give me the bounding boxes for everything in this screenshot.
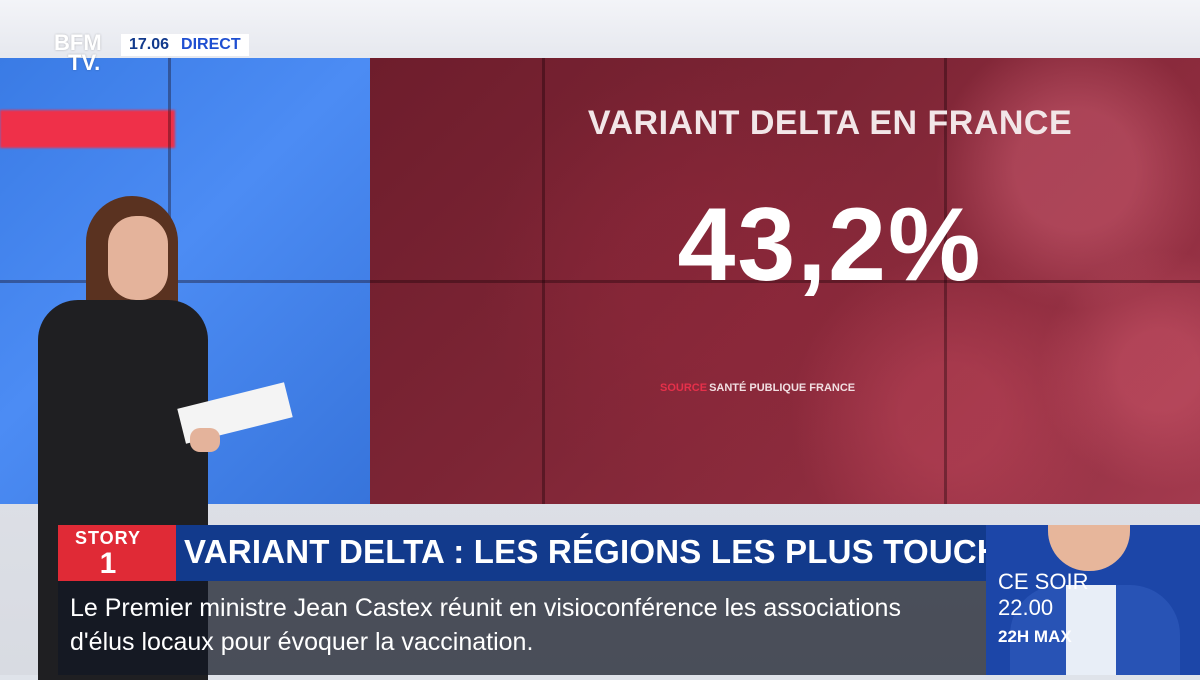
panel-seam xyxy=(542,58,545,504)
live-label: DIRECT xyxy=(177,34,249,56)
video-wall-main-screen: VARIANT DELTA EN FRANCE 43,2% SOURCE SANT… xyxy=(370,58,1200,504)
decorative-red-bar xyxy=(0,110,175,148)
screen-source: SOURCE SANTÉ PUBLIQUE FRANCE xyxy=(660,382,855,394)
video-wall: VARIANT DELTA EN FRANCE 43,2% SOURCE SANT… xyxy=(0,58,1200,504)
clock-bar: 17.06 DIRECT xyxy=(121,34,249,56)
story-number: 1 xyxy=(99,547,117,580)
source-value: SANTÉ PUBLIQUE FRANCE xyxy=(709,382,856,394)
headline-bar: VARIANT DELTA : LES RÉGIONS LES PLUS TOU… xyxy=(176,525,1067,581)
panel-seam xyxy=(944,58,947,504)
headline-text: VARIANT DELTA : LES RÉGIONS LES PLUS TOU… xyxy=(184,533,1068,570)
presenter-face xyxy=(108,216,168,300)
screen-statistic: 43,2% xyxy=(677,187,983,303)
channel-logo: BFM TV. xyxy=(54,30,102,75)
logo-line1: BFM xyxy=(54,30,102,55)
ticker-text: Le Premier ministre Jean Castex réunit e… xyxy=(70,594,901,656)
panel-seam xyxy=(370,280,1200,283)
logo-line2: TV. xyxy=(68,50,101,75)
promo-shirt xyxy=(1066,585,1116,675)
story-badge: STORY 1 xyxy=(58,525,176,581)
promo-line3: 22H MAX xyxy=(998,627,1072,646)
clock-time: 17.06 xyxy=(121,34,178,56)
story-label: STORY xyxy=(74,528,141,548)
promo-line1: CE SOIR xyxy=(998,569,1089,594)
promo-face xyxy=(1048,525,1130,571)
presenter-hand xyxy=(190,428,220,452)
screen-title: VARIANT DELTA EN FRANCE xyxy=(587,104,1073,142)
news-ticker: Le Premier ministre Jean Castex réunit e… xyxy=(58,581,986,675)
promo-line2: 22.00 xyxy=(998,595,1054,620)
promo-box: CE SOIR 22.00 22H MAX xyxy=(986,525,1200,675)
source-key: SOURCE xyxy=(660,382,708,394)
story-flag-shape xyxy=(158,525,176,581)
panel-seam xyxy=(0,280,370,283)
